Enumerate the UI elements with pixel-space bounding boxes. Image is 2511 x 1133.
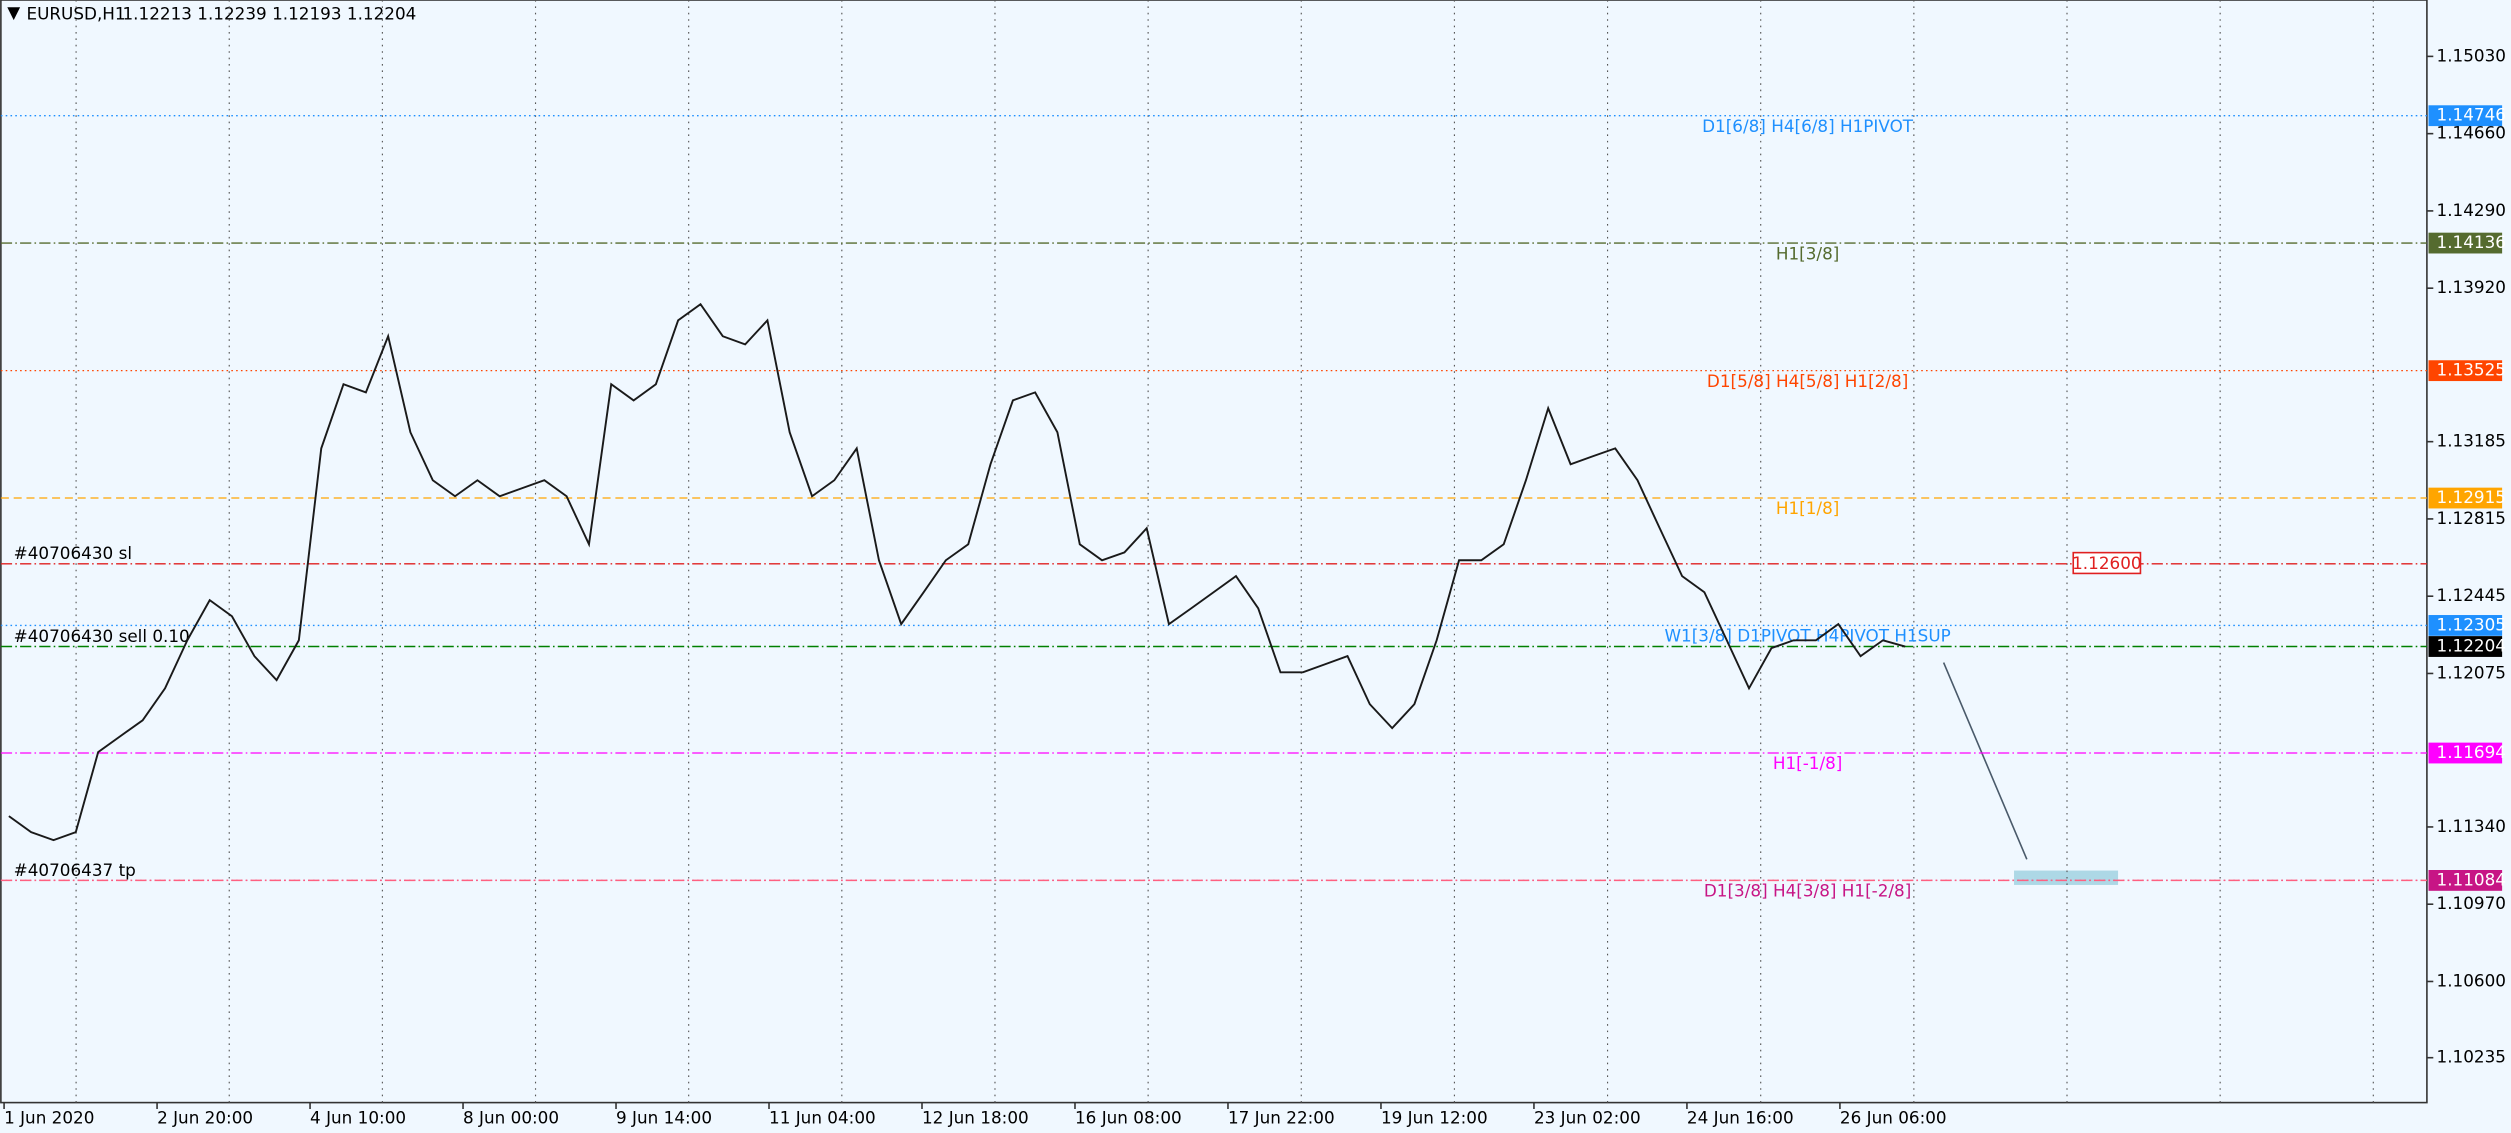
ohlc: 1.12213 1.12239 1.12193 1.12204 (123, 3, 417, 23)
price-badge-label: 1.13525 (2437, 360, 2506, 380)
y-tick-label: 1.14290 (2437, 200, 2506, 220)
level-text: D1[3/8] H4[3/8] H1[-2/8] (1704, 881, 1911, 901)
x-tick-label: 11 Jun 04:00 (769, 1108, 876, 1128)
price-badge (2428, 870, 2503, 891)
y-tick-label: 1.10235 (2437, 1047, 2506, 1067)
x-tick-label: 8 Jun 00:00 (463, 1108, 559, 1128)
x-tick-label: 2 Jun 20:00 (157, 1108, 253, 1128)
price-badge-label: 1.11694 (2437, 742, 2506, 762)
x-tick-label: 16 Jun 08:00 (1075, 1108, 1182, 1128)
y-tick-label: 1.14660 (2437, 123, 2506, 143)
price-badge (2428, 615, 2503, 636)
price-badge-label: 1.11084 (2437, 869, 2506, 889)
price-badge (2428, 105, 2503, 127)
y-tick-label: 1.12075 (2437, 662, 2506, 682)
bid-badge-label: 1.12204 (2437, 636, 2506, 656)
y-tick-label: 1.12815 (2437, 508, 2506, 528)
x-tick-label: 9 Jun 14:00 (616, 1108, 712, 1128)
x-tick-label: 12 Jun 18:00 (922, 1108, 1029, 1128)
bid-badge (2428, 636, 2503, 657)
level-text: D1[5/8] H4[5/8] H1[2/8] (1707, 371, 1908, 391)
plot-area (0, 0, 2428, 1104)
order-tag-box (2072, 551, 2142, 575)
price-badge-label: 1.14746 (2437, 105, 2506, 125)
y-tick-label: 1.10970 (2437, 893, 2506, 913)
level-text: H1[-1/8] (1773, 753, 1843, 773)
x-tick-label: 17 Jun 22:00 (1228, 1108, 1335, 1128)
x-tick-label: 26 Jun 06:00 (1840, 1108, 1947, 1128)
price-badge-label: 1.14136 (2437, 232, 2506, 252)
x-tick-label: 19 Jun 12:00 (1381, 1108, 1488, 1128)
price-badge (2428, 487, 2503, 509)
price-badge (2428, 232, 2503, 254)
annotation-box[interactable] (2014, 870, 2119, 885)
price-badge-label: 1.12915 (2437, 487, 2506, 507)
level-text: H1[1/8] (1776, 498, 1839, 518)
order-text: #40706437 tp (14, 860, 136, 880)
x-tick-label: 4 Jun 10:00 (310, 1108, 406, 1128)
level-text: D1[6/8] H4[6/8] H1PIVOT (1702, 116, 1914, 136)
order-tag: 1.12600 (2072, 553, 2141, 573)
y-tick-label: 1.13920 (2437, 277, 2506, 297)
y-tick-label: 1.13185 (2437, 431, 2506, 451)
price-badge (2428, 360, 2503, 382)
collapse-icon[interactable]: ▼ (7, 2, 20, 22)
price-badge (2428, 742, 2503, 764)
trend-line[interactable] (1942, 662, 2028, 860)
x-tick-label: 24 Jun 16:00 (1687, 1108, 1794, 1128)
y-tick-label: 1.12445 (2437, 585, 2506, 605)
order-text: #40706430 sell 0.10 (14, 626, 190, 646)
y-tick-label: 1.10600 (2437, 970, 2506, 990)
x-tick-label: 23 Jun 02:00 (1534, 1108, 1641, 1128)
x-tick-label: 1 Jun 2020 (4, 1108, 94, 1128)
y-tick-label: 1.11340 (2437, 816, 2506, 836)
order-text: #40706430 sl (14, 543, 132, 563)
price-line (8, 302, 1906, 842)
y-tick-label: 1.15030 (2437, 45, 2506, 65)
level-text: H1[3/8] (1776, 243, 1839, 263)
level-text: W1[3/8] D1PIVOT H4PIVOT H1SUP (1664, 626, 1950, 646)
price-badge-label: 1.12305 (2437, 614, 2506, 634)
